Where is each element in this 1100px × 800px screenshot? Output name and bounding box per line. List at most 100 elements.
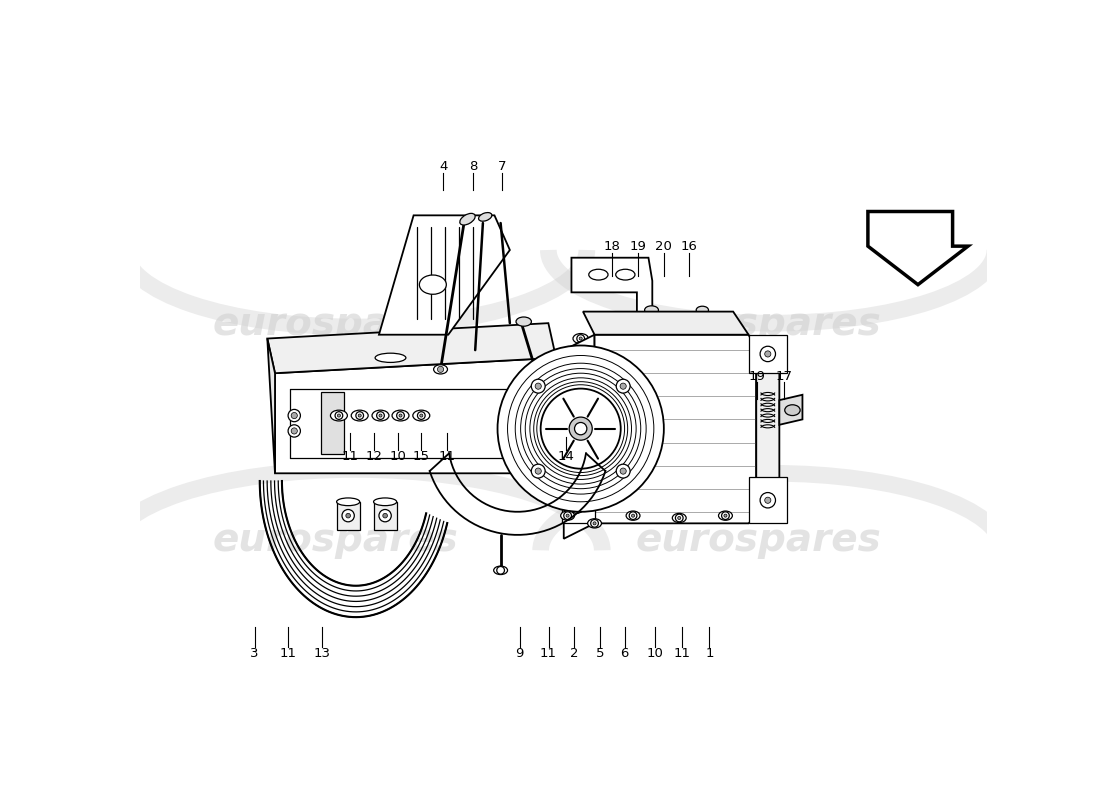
- Circle shape: [620, 468, 626, 474]
- Circle shape: [724, 514, 727, 517]
- Circle shape: [530, 413, 536, 418]
- Ellipse shape: [592, 338, 607, 347]
- Text: 18: 18: [604, 241, 620, 254]
- Circle shape: [678, 517, 681, 519]
- Text: eurospares: eurospares: [636, 305, 881, 343]
- Text: 2: 2: [570, 647, 579, 660]
- Circle shape: [288, 410, 300, 422]
- Circle shape: [338, 414, 341, 417]
- Circle shape: [438, 366, 443, 373]
- Text: 17: 17: [776, 370, 792, 382]
- Circle shape: [593, 522, 596, 525]
- Polygon shape: [749, 334, 788, 373]
- Circle shape: [598, 341, 602, 344]
- Polygon shape: [337, 502, 360, 530]
- Ellipse shape: [337, 498, 360, 506]
- Ellipse shape: [433, 365, 448, 374]
- Polygon shape: [583, 312, 749, 334]
- Circle shape: [345, 514, 351, 518]
- Text: 13: 13: [314, 647, 331, 660]
- Ellipse shape: [672, 514, 686, 522]
- Ellipse shape: [412, 410, 430, 421]
- Text: 19: 19: [630, 241, 647, 254]
- Circle shape: [576, 334, 584, 342]
- Polygon shape: [563, 334, 594, 538]
- Circle shape: [616, 464, 630, 478]
- Circle shape: [760, 346, 775, 362]
- Circle shape: [527, 410, 539, 422]
- Circle shape: [760, 493, 775, 508]
- Ellipse shape: [612, 342, 627, 351]
- Ellipse shape: [616, 270, 635, 280]
- Circle shape: [675, 514, 683, 522]
- Circle shape: [288, 425, 300, 437]
- Circle shape: [336, 412, 343, 419]
- Circle shape: [591, 519, 598, 527]
- Polygon shape: [868, 211, 968, 285]
- Circle shape: [541, 389, 620, 469]
- Polygon shape: [275, 358, 556, 474]
- Ellipse shape: [718, 511, 733, 520]
- Text: 15: 15: [412, 450, 430, 463]
- Polygon shape: [749, 477, 788, 523]
- Text: 8: 8: [469, 160, 477, 174]
- Circle shape: [530, 428, 536, 434]
- Circle shape: [378, 510, 392, 522]
- Ellipse shape: [375, 353, 406, 362]
- Text: 20: 20: [656, 241, 672, 254]
- Text: eurospares: eurospares: [636, 521, 881, 558]
- Circle shape: [618, 345, 620, 348]
- Circle shape: [535, 468, 541, 474]
- Text: 11: 11: [342, 450, 359, 463]
- Text: eurospares: eurospares: [212, 305, 458, 343]
- Circle shape: [531, 379, 546, 393]
- Circle shape: [420, 414, 422, 417]
- Circle shape: [355, 412, 364, 419]
- Ellipse shape: [588, 270, 608, 280]
- Circle shape: [292, 413, 297, 418]
- Circle shape: [764, 497, 771, 503]
- Circle shape: [569, 498, 584, 514]
- Circle shape: [399, 414, 403, 417]
- Text: 9: 9: [516, 647, 524, 660]
- Text: 10: 10: [647, 647, 663, 660]
- Circle shape: [497, 566, 505, 574]
- Ellipse shape: [712, 417, 724, 425]
- Circle shape: [596, 338, 604, 346]
- Ellipse shape: [626, 511, 640, 520]
- Text: 16: 16: [681, 241, 697, 254]
- Polygon shape: [378, 215, 510, 334]
- Circle shape: [569, 358, 584, 373]
- Ellipse shape: [478, 213, 492, 222]
- Circle shape: [620, 383, 626, 390]
- Circle shape: [580, 337, 582, 340]
- Ellipse shape: [630, 345, 646, 355]
- Polygon shape: [267, 323, 556, 373]
- Polygon shape: [267, 338, 275, 474]
- Polygon shape: [757, 342, 779, 516]
- Text: 11: 11: [540, 647, 557, 660]
- Ellipse shape: [372, 410, 389, 421]
- Text: 5: 5: [596, 647, 604, 660]
- Text: 3: 3: [251, 647, 258, 660]
- Ellipse shape: [460, 214, 475, 225]
- Polygon shape: [374, 502, 397, 530]
- Ellipse shape: [784, 405, 800, 415]
- Circle shape: [629, 512, 637, 519]
- Polygon shape: [594, 334, 757, 523]
- Circle shape: [342, 510, 354, 522]
- Polygon shape: [779, 394, 803, 425]
- Ellipse shape: [696, 306, 708, 314]
- Ellipse shape: [494, 566, 507, 574]
- Circle shape: [531, 464, 546, 478]
- Text: 6: 6: [620, 647, 629, 660]
- Text: eurospares: eurospares: [212, 521, 458, 558]
- Circle shape: [397, 412, 405, 419]
- Circle shape: [535, 383, 541, 390]
- Ellipse shape: [419, 275, 447, 294]
- Text: 7: 7: [497, 160, 506, 174]
- Circle shape: [566, 514, 569, 517]
- Circle shape: [722, 512, 729, 519]
- Polygon shape: [572, 258, 652, 362]
- Circle shape: [527, 425, 539, 437]
